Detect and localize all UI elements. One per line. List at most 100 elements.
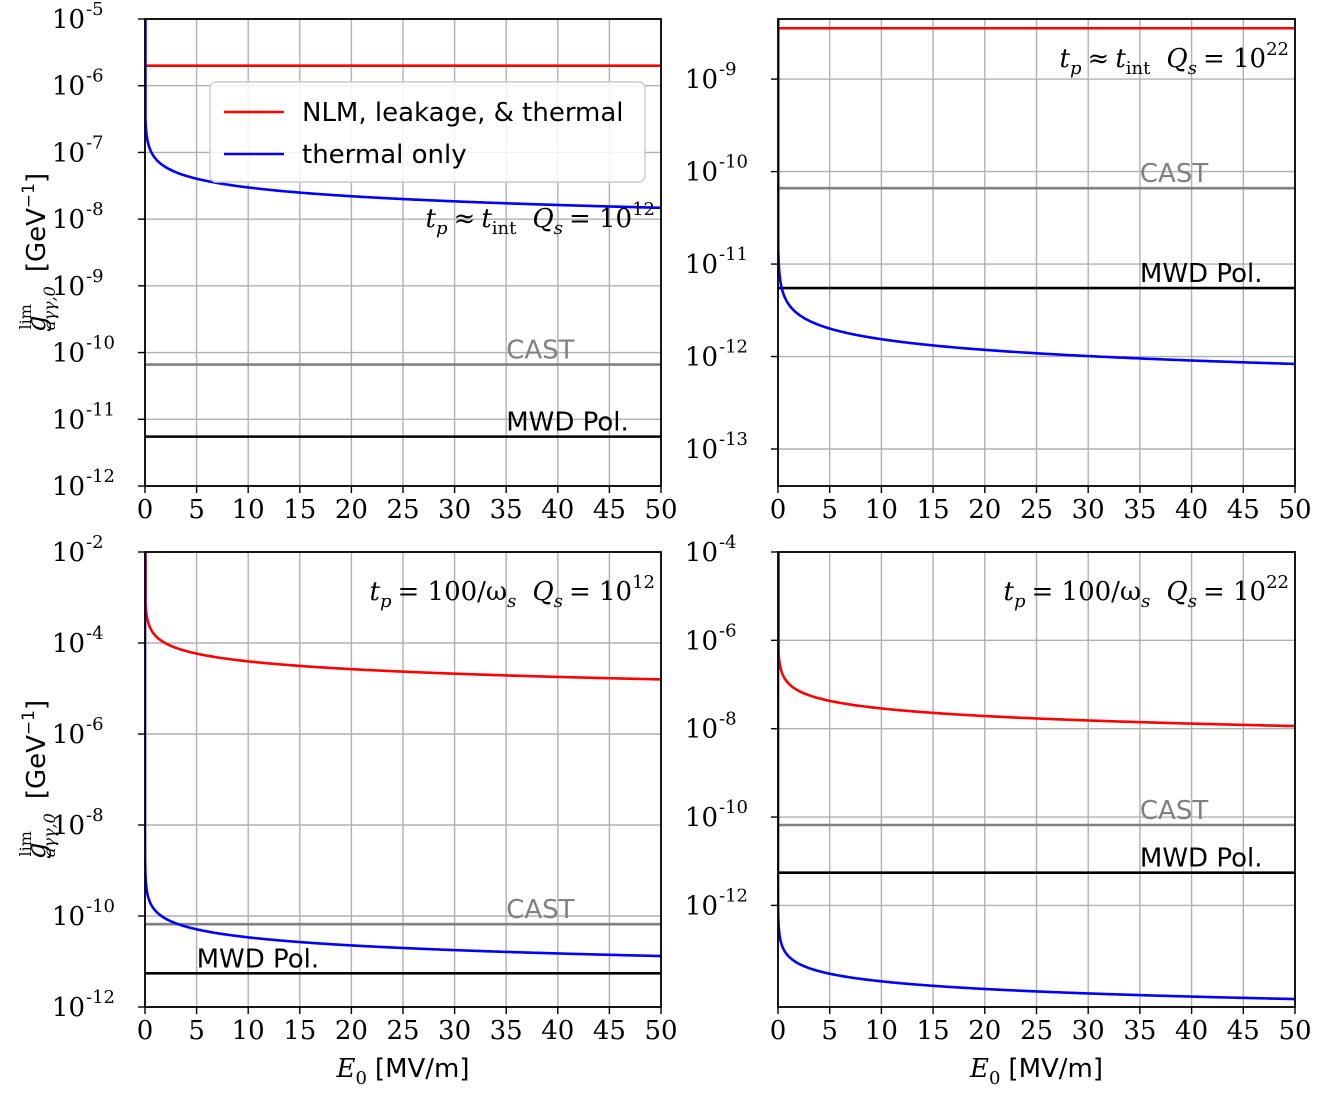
xlabel-sub: 0 bbox=[355, 1068, 366, 1089]
y-tick-exponent: -9 bbox=[719, 59, 737, 80]
x-tick-label: 30 bbox=[438, 495, 471, 525]
y-tick-base: 10 bbox=[685, 891, 718, 921]
y-tick-exponent: -7 bbox=[86, 132, 104, 153]
x-tick-label: 5 bbox=[821, 495, 838, 525]
x-tick-label: 0 bbox=[137, 495, 154, 525]
y-tick-exponent: -9 bbox=[86, 266, 104, 287]
ylabel-g: g bbox=[22, 842, 52, 859]
x-tick-label: 15 bbox=[917, 495, 950, 525]
x-tick-label: 25 bbox=[1020, 1016, 1053, 1046]
annotation-equals: = 10 bbox=[1203, 44, 1266, 74]
cast-label: CAST bbox=[506, 895, 574, 925]
mwd-label: MWD Pol. bbox=[506, 408, 629, 438]
xlabel-e: E bbox=[335, 1054, 355, 1084]
y-tick-base: 10 bbox=[52, 720, 85, 750]
ylabel-sup: lim bbox=[16, 831, 35, 856]
x-tick-label: 15 bbox=[917, 1016, 950, 1046]
y-tick-exponent: -10 bbox=[86, 333, 115, 354]
y-tick-exponent: -11 bbox=[719, 244, 748, 265]
y-tick-exponent: -11 bbox=[86, 399, 115, 420]
mwd-label: MWD Pol. bbox=[1140, 844, 1263, 874]
annotation-q-sub: s bbox=[554, 218, 563, 239]
series-line-nlm-leakage-thermal bbox=[145, 552, 661, 681]
panel-annotation: tp = 100/ωs Qs = 1012 bbox=[370, 572, 656, 612]
y-tick-label: 10 -8 bbox=[52, 805, 104, 841]
y-tick-base: 10 bbox=[52, 472, 85, 502]
y-tick-label: 10 -8 bbox=[685, 709, 737, 745]
annotation-exponent: 12 bbox=[632, 572, 655, 593]
y-tick-label: 10 -11 bbox=[52, 399, 115, 435]
x-tick-label: 20 bbox=[968, 1016, 1001, 1046]
series-line-thermal-only bbox=[145, 552, 661, 958]
x-tick-label: 0 bbox=[137, 1016, 154, 1046]
x-tick-label: 40 bbox=[1175, 495, 1208, 525]
annotation-omega-sub: s bbox=[1141, 591, 1150, 612]
x-tick-label: 10 bbox=[232, 495, 265, 525]
y-tick-base: 10 bbox=[52, 538, 85, 568]
y-tick-base: 10 bbox=[52, 272, 85, 302]
xlabel-unit: [MV/m] bbox=[1008, 1054, 1103, 1084]
xlabel-unit: [MV/m] bbox=[375, 1054, 470, 1084]
x-tick-label: 5 bbox=[821, 1016, 838, 1046]
xlabel-e: E bbox=[969, 1054, 989, 1084]
y-tick-exponent: -10 bbox=[719, 152, 748, 173]
x-tick-label: 40 bbox=[541, 1016, 574, 1046]
grid bbox=[777, 19, 1296, 486]
y-tick-label: 10 -12 bbox=[685, 885, 748, 921]
annotation-t-sub: p bbox=[436, 218, 448, 239]
annotation-q: Q bbox=[1166, 577, 1187, 607]
annotation-t: t bbox=[1004, 577, 1015, 607]
y-tick-label: 10 -5 bbox=[52, 0, 104, 35]
y-tick-label: 10 -6 bbox=[52, 66, 104, 102]
y-tick-base: 10 bbox=[685, 343, 718, 373]
y-tick-exponent: -5 bbox=[86, 0, 104, 20]
x-tick-label: 0 bbox=[770, 1016, 787, 1046]
x-tick-label: 15 bbox=[283, 495, 316, 525]
plot-area bbox=[145, 19, 661, 438]
y-tick-exponent: -6 bbox=[719, 620, 737, 641]
annotation-t: t bbox=[1060, 44, 1071, 74]
y-tick-base: 10 bbox=[52, 205, 85, 235]
y-tick-exponent: -4 bbox=[719, 532, 737, 553]
y-tick-label: 10 -11 bbox=[685, 244, 748, 280]
ylabel-unit-exp: −1 bbox=[19, 183, 39, 208]
panel-annotation: tp ≈ tint Qs = 1022 bbox=[1060, 39, 1289, 79]
annotation-exponent: 22 bbox=[1266, 572, 1289, 593]
annotation-relation: = 100/ω bbox=[1031, 577, 1141, 607]
y-tick-base: 10 bbox=[685, 158, 718, 188]
x-tick-label: 0 bbox=[770, 495, 787, 525]
y-tick-label: 10 -8 bbox=[52, 199, 104, 235]
y-tick-label: 10 -9 bbox=[685, 59, 737, 95]
annotation-t-sub: p bbox=[1014, 591, 1026, 612]
y-tick-base: 10 bbox=[685, 250, 718, 280]
x-tick-label: 40 bbox=[541, 495, 574, 525]
cast-label: CAST bbox=[506, 336, 574, 366]
annotation-q-sub: s bbox=[554, 591, 563, 612]
annotation-relation: ≈ bbox=[1088, 44, 1110, 74]
series-line-thermal-only bbox=[145, 19, 661, 210]
y-tick-base: 10 bbox=[52, 629, 85, 659]
y-tick-exponent: -13 bbox=[719, 429, 748, 450]
x-tick-label: 30 bbox=[1072, 1016, 1105, 1046]
grid bbox=[777, 551, 1296, 1007]
y-tick-base: 10 bbox=[685, 803, 718, 833]
x-tick-label: 20 bbox=[335, 1016, 368, 1046]
panel-annotation: tp ≈ tint Qs = 1012 bbox=[426, 199, 655, 239]
x-tick-label: 45 bbox=[1227, 1016, 1260, 1046]
y-tick-label: 10 -6 bbox=[52, 714, 104, 750]
y-axis-label: glim aγγ,0 [GeV−1] bbox=[16, 700, 59, 859]
y-tick-exponent: -6 bbox=[86, 66, 104, 87]
y-tick-base: 10 bbox=[685, 715, 718, 745]
y-tick-label: 10 -12 bbox=[52, 466, 115, 502]
y-tick-base: 10 bbox=[52, 993, 85, 1023]
y-tick-exponent: -10 bbox=[719, 797, 748, 818]
annotation-t-sub: p bbox=[1070, 58, 1082, 79]
x-tick-label: 10 bbox=[865, 1016, 898, 1046]
legend-label-nlm: NLM, leakage, & thermal bbox=[302, 98, 624, 128]
y-tick-label: 10 -9 bbox=[52, 266, 104, 302]
annotation-exponent: 22 bbox=[1266, 39, 1289, 60]
x-axis-label: E0 [MV/m] bbox=[335, 1054, 469, 1089]
y-tick-base: 10 bbox=[52, 138, 85, 168]
annotation-tint: t bbox=[1115, 44, 1126, 74]
